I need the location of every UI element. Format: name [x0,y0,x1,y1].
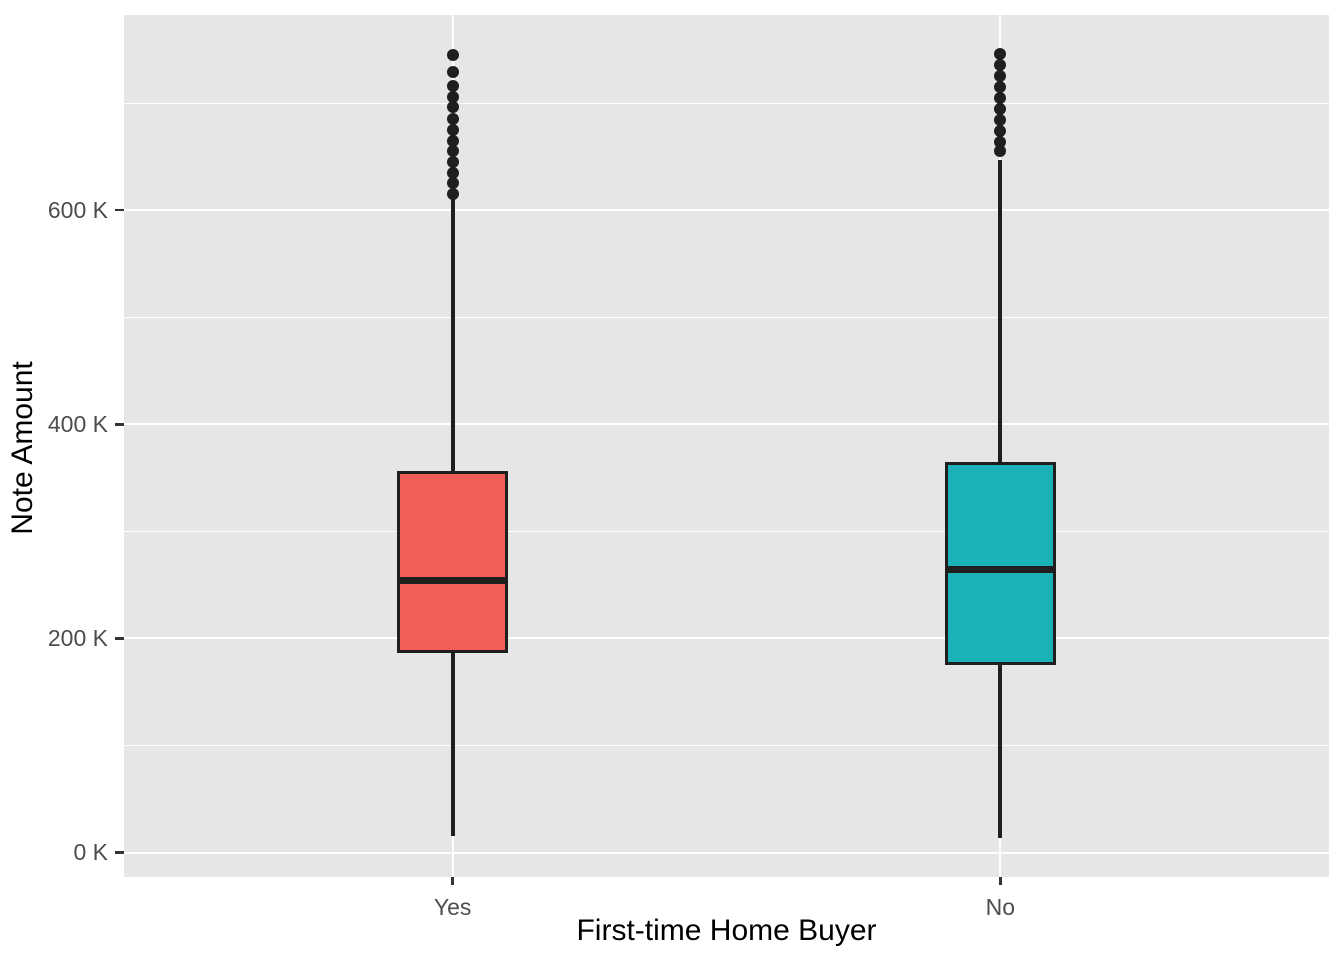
whisker-upper-yes [450,199,455,472]
outlier-dot-yes [446,134,459,147]
outlier-dot-no [994,145,1007,158]
outlier-dot-yes [446,80,459,93]
gridline-major [124,851,1329,854]
median-line-no [947,566,1053,574]
y-tick-mark [115,423,124,426]
outlier-dot-yes [446,166,459,179]
outlier-dot-yes [446,177,459,190]
gridline-major [124,637,1329,640]
y-tick-mark [115,637,124,640]
outlier-dot-yes [446,123,459,136]
gridline-minor [124,316,1329,318]
gridline-major [124,209,1329,212]
outlier-dot-no [994,91,1007,104]
x-tick-mark [451,877,454,885]
outlier-dot-yes [446,101,459,114]
outlier-dot-yes [446,145,459,158]
y-tick-mark [115,851,124,854]
whisker-lower-no [998,665,1003,838]
outlier-dot-yes [446,90,459,103]
boxplot-box-no [944,461,1056,666]
x-tick-label: No [985,894,1016,920]
outlier-dot-yes [446,156,459,169]
median-line-yes [400,577,506,585]
outlier-dot-no [994,135,1007,148]
outlier-dot-yes [446,66,459,79]
x-tick-mark [999,877,1002,885]
x-axis-title: First-time Home Buyer [576,914,877,947]
y-tick-mark [115,208,124,212]
outlier-dot-yes [446,188,459,201]
gridline-minor [124,530,1329,532]
outlier-dot-yes [446,48,459,61]
boxplot-box-yes [397,471,509,654]
whisker-upper-no [998,159,1003,462]
y-tick-label: 200 K [47,624,108,651]
whisker-lower-yes [450,653,455,837]
outlier-dot-yes [446,113,459,126]
gridline-major [124,423,1329,426]
gridline-minor [124,102,1329,104]
outlier-dot-no [994,102,1007,115]
y-tick-label: 0 K [73,839,108,865]
outlier-dot-no [994,124,1007,137]
x-tick-label: Yes [433,894,472,920]
outlier-dot-no [994,70,1007,83]
outlier-dot-no [994,114,1007,127]
y-tick-label: 600 K [47,196,108,223]
gridline-minor [124,744,1329,746]
outlier-dot-no [994,58,1007,71]
outlier-dot-no [994,47,1007,60]
plot-panel [124,15,1329,877]
y-axis-title: Note Amount [6,361,39,535]
outlier-dot-no [994,81,1007,94]
y-tick-label: 400 K [47,410,108,437]
